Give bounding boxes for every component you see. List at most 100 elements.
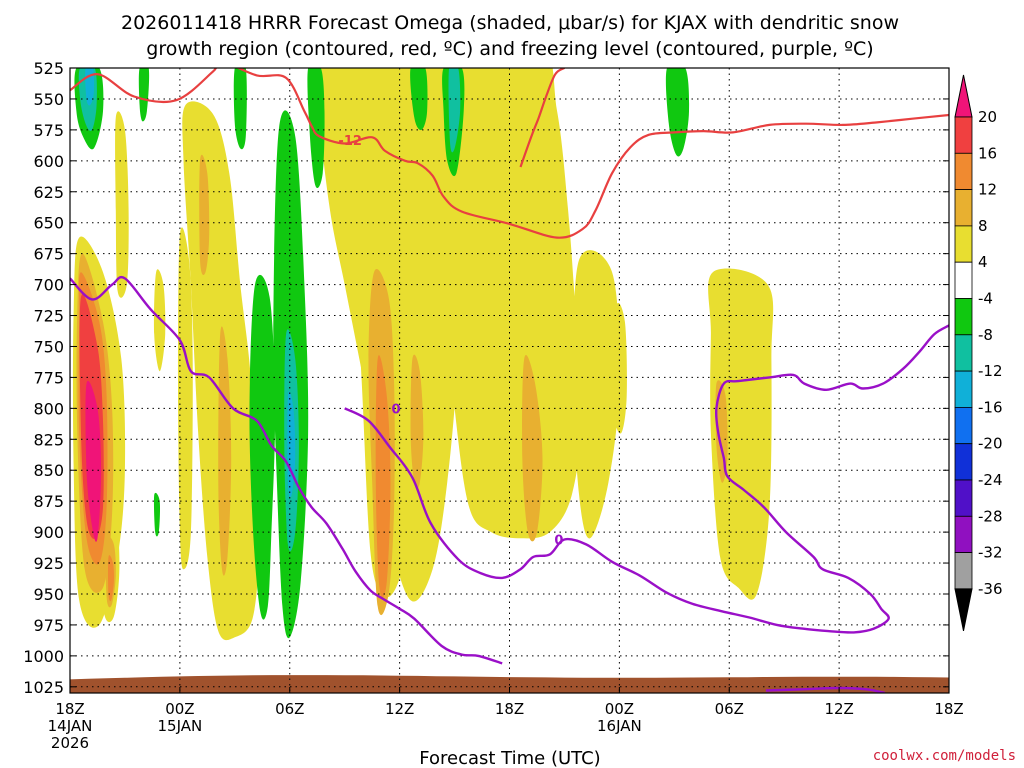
colorbar-label: 12 (978, 181, 997, 199)
colorbar-segment (954, 152, 973, 191)
contour-fzl-0-line (344, 324, 949, 634)
y-tick-label: 950 (33, 585, 64, 604)
y-tick-label: 525 (33, 59, 64, 78)
colorbar-label: -32 (978, 544, 1003, 562)
y-tick-label: 975 (33, 616, 64, 635)
colorbar-label: 8 (978, 217, 988, 235)
x-tick-label: 16JAN (597, 717, 642, 735)
x-tick-label: 18Z (934, 700, 963, 718)
x-tick-label: 14JAN (48, 717, 93, 735)
omega-region-neg-small-4z (153, 492, 161, 537)
omega-region-neg-upper-6 (410, 68, 428, 131)
colorbar-label: -4 (978, 290, 993, 308)
colorbar-segment (954, 552, 973, 590)
omega-region-neg-column-a (249, 274, 276, 620)
colorbar-segment (954, 225, 973, 263)
omega-region-pos-early-20 (85, 380, 102, 542)
x-tick-label: 12Z (385, 700, 414, 718)
x-tick-label: 00Z (165, 700, 194, 718)
omega-region-pos-column-8b (218, 326, 232, 576)
colorbar-bottom-arrow (954, 588, 973, 631)
chart-title-line1: 2026011418 HRRR Forecast Omega (shaded, … (121, 12, 899, 34)
omega-region-neg-upper-5 (665, 68, 690, 157)
omega-region-neg-upper-3 (233, 68, 247, 150)
y-tick-label: 800 (33, 399, 64, 418)
colorbar-label: -8 (978, 326, 993, 344)
colorbar-segment (954, 479, 973, 517)
colorbar-segment (954, 370, 973, 408)
colorbar-segment (954, 298, 973, 336)
x-tick-label: 15JAN (158, 717, 203, 735)
x-tick-label: 18Z (495, 700, 524, 718)
omega-region-neg-right (307, 68, 325, 189)
y-tick-label: 600 (33, 152, 64, 171)
colorbar-segment (954, 443, 973, 481)
contour-label-fzl-main: 0 (391, 402, 400, 417)
y-tick-label: 750 (33, 337, 64, 356)
chart-title-line2: growth region (contoured, red, ºC) and f… (146, 38, 873, 60)
contour-lines: -12 0 0 (70, 68, 949, 693)
x-tick-label: 18Z (55, 700, 84, 718)
y-tick-label: 825 (33, 430, 64, 449)
colorbar-label: 16 (978, 144, 997, 162)
y-tick-label: 700 (33, 276, 64, 295)
x-tick-label: 06Z (715, 700, 744, 718)
omega-region-pos-upper-left (115, 111, 129, 298)
colorbar-segment (954, 334, 973, 372)
y-tick-label: 1000 (23, 647, 64, 666)
omega-region-pos-6z-cell-12 (108, 555, 115, 602)
y-tick-label: 900 (33, 523, 64, 542)
x-tick-label: 00Z (605, 700, 634, 718)
omega-region-neg-upper-4b (448, 68, 461, 153)
y-tick-label: 775 (33, 368, 64, 387)
colorbar-top-arrow (954, 74, 973, 118)
contour-dgz-upper (70, 68, 949, 239)
contour-label-fzl-0-line: 0 (554, 534, 563, 549)
omega-region-pos-7z (178, 227, 193, 570)
watermark: coolwx.com/models (873, 748, 1016, 764)
colorbar-label: -24 (978, 471, 1003, 489)
x-tick-label: 12Z (824, 700, 853, 718)
colorbar-segment (954, 515, 973, 553)
omega-region-pos-mid-8 (410, 354, 424, 489)
y-tick-label: 875 (33, 492, 64, 511)
y-tick-label: 850 (33, 461, 64, 480)
y-tick-label: 925 (33, 554, 64, 573)
colorbar: 20 16 12 8 4 -4 -8 -12 -16 -20 -24 -28 -32 -36 (954, 74, 1003, 631)
omega-region-pos-right-8 (522, 355, 543, 542)
y-tick-label: 725 (33, 307, 64, 326)
omega-region-pos-ahead (613, 302, 627, 434)
colorbar-label: 20 (978, 108, 997, 126)
colorbar-label: 4 (978, 253, 988, 271)
y-tick-label: 650 (33, 214, 64, 233)
omega-region-pos-right-tail (573, 250, 620, 539)
y-tick-label: 550 (33, 90, 64, 109)
omega-region-neg-upper-2 (138, 68, 150, 122)
colorbar-segment (954, 261, 973, 299)
omega-region-pos-central-12 (375, 355, 391, 598)
y-tick-label: 575 (33, 121, 64, 140)
colorbar-label: -12 (978, 362, 1003, 380)
x-tick-label: 06Z (275, 700, 304, 718)
colorbar-label: -28 (978, 507, 1003, 525)
colorbar-label: -36 (978, 580, 1003, 598)
y-tick-label: 625 (33, 183, 64, 202)
omega-shading (72, 68, 774, 641)
colorbar-segment (954, 116, 973, 154)
x-tick-label: 2026 (51, 734, 89, 752)
y-axis: 525 550 575 600 625 650 675 700 725 750 775 800 825 8… (23, 59, 949, 697)
contour-dgz-lower (519, 68, 566, 168)
colorbar-label: -16 (978, 398, 1003, 416)
y-tick-label: 1025 (23, 678, 64, 697)
colorbar-segment (954, 189, 973, 227)
contour-label-dgz-upper: -12 (338, 134, 362, 149)
omega-region-pos-right-big (428, 68, 583, 539)
colorbar-label: -20 (978, 435, 1003, 453)
x-axis-label: Forecast Time (UTC) (419, 748, 600, 768)
y-tick-label: 675 (33, 245, 64, 264)
colorbar-segment (954, 406, 973, 445)
omega-region-pos-column-8 (199, 154, 210, 275)
omega-region-pos-late (708, 268, 774, 600)
